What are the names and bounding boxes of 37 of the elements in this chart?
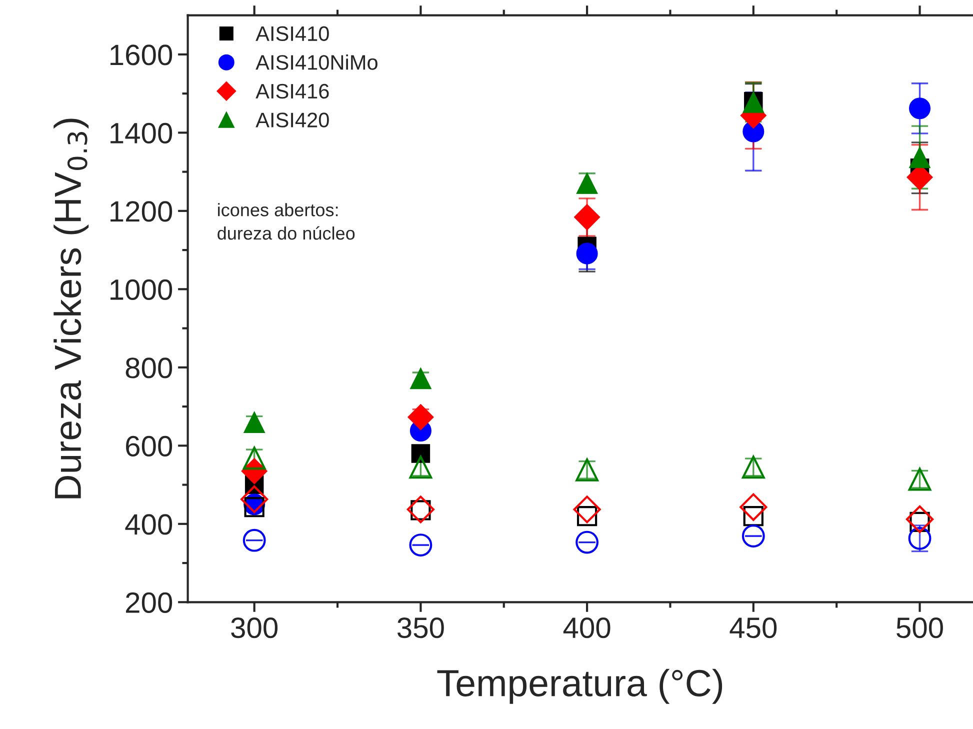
legend-label: AISI420: [256, 112, 329, 128]
y-tick-label: 1600: [110, 44, 172, 66]
y-tick-label: 200: [126, 592, 172, 614]
y-tick-label: 800: [126, 358, 172, 378]
x-tick-label: 500: [896, 618, 943, 638]
point: [576, 530, 599, 554]
point: [411, 444, 430, 463]
point: [406, 496, 434, 524]
point: [242, 528, 266, 552]
y-tick-label: 1000: [110, 279, 172, 300]
point: [740, 493, 768, 521]
legend-label: AISI410: [256, 26, 329, 42]
x-tick-label: 300: [231, 618, 278, 638]
y-tick-label: 600: [126, 436, 172, 457]
point: [906, 505, 934, 534]
y-tick-label: 1400: [110, 122, 172, 144]
point: [408, 404, 434, 430]
point: [576, 242, 598, 264]
y-axis-title: Dureza Vickers (HV$_{0.3}$): [54, 118, 89, 498]
point: [573, 496, 601, 524]
point: [240, 485, 268, 514]
point: [909, 98, 931, 120]
legend-label: AISI410NiMo: [256, 54, 378, 70]
point: [244, 411, 266, 433]
x-tick-label: 450: [730, 618, 777, 638]
point: [410, 368, 432, 390]
point: [409, 534, 432, 556]
annotation: icones abertos: dureza do núcleo: [218, 203, 355, 240]
legend-label: AISI416: [256, 84, 329, 99]
x-axis-title: Temperatura (°C): [437, 668, 722, 704]
x-tick-label: 400: [563, 618, 610, 638]
y-tick-label: 1200: [110, 201, 172, 222]
point: [574, 204, 600, 230]
x-tick-label: 350: [397, 618, 444, 638]
point: [909, 146, 931, 168]
y-tick-label: 400: [125, 514, 172, 535]
point: [742, 524, 765, 548]
